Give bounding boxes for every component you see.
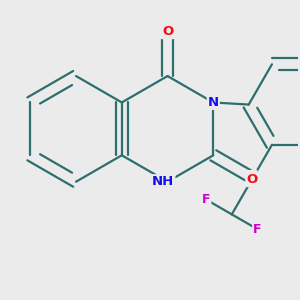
Text: O: O (246, 173, 257, 186)
Text: S: S (247, 171, 256, 184)
Text: O: O (162, 25, 173, 38)
Text: NH: NH (152, 175, 174, 188)
Text: F: F (202, 193, 210, 206)
Text: F: F (253, 223, 262, 236)
Text: N: N (208, 96, 219, 109)
